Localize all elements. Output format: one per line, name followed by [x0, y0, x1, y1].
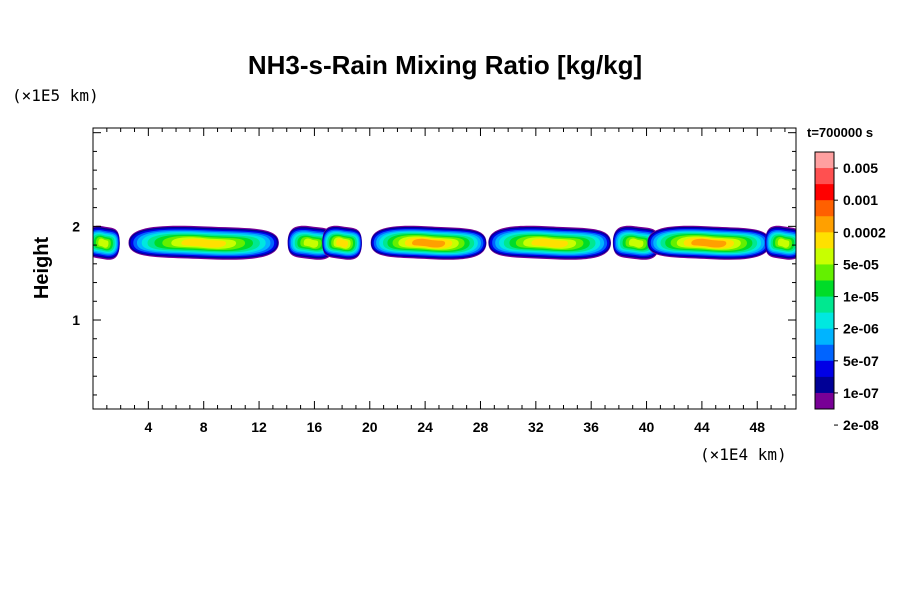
colorbar-label: 0.0002 — [843, 224, 886, 240]
colorbar-swatch — [815, 344, 834, 362]
x-tick-label: 36 — [583, 419, 599, 435]
y-tick-label: 2 — [72, 218, 80, 234]
chart-title: NH3-s-Rain Mixing Ratio [kg/kg] — [248, 50, 642, 80]
x-axis: 4 8 12 16 20 24 28 32 36 40 44 48 — [106, 128, 786, 435]
x-tick-label: 28 — [473, 419, 489, 435]
x-tick-label: 4 — [144, 419, 152, 435]
y-axis-unit: (×1E5 km) — [12, 86, 99, 105]
contour-band — [336, 238, 348, 248]
colorbar-swatch — [815, 200, 834, 217]
contour-band — [531, 238, 568, 248]
colorbar-swatch — [815, 296, 834, 314]
colorbar-swatch — [815, 248, 834, 265]
y-tick-label: 1 — [72, 312, 80, 328]
x-tick-label: 8 — [200, 419, 208, 435]
field-segment — [612, 225, 660, 260]
x-axis-unit: (×1E4 km) — [700, 445, 787, 464]
x-tick-label: 24 — [417, 419, 433, 435]
colorbar-swatch — [815, 184, 834, 201]
field-segment — [370, 225, 487, 260]
colorbar-swatch — [815, 280, 834, 298]
field-segment — [322, 225, 362, 260]
colorbar-label: 5e-07 — [843, 353, 879, 369]
colorbar-frame — [814, 151, 835, 410]
y-axis-label: Height — [31, 237, 53, 300]
time-label: t=700000 s — [807, 125, 873, 140]
contour-band — [98, 238, 109, 248]
field-segment — [647, 225, 771, 260]
field-segment — [287, 225, 335, 260]
y-axis: 12 — [72, 132, 796, 396]
contour-band — [691, 238, 727, 248]
contour-band — [303, 238, 319, 248]
colorbar-label: 2e-06 — [843, 321, 879, 337]
contour-band — [777, 238, 790, 248]
colorbar-swatch — [815, 216, 834, 233]
colorbar-swatch — [815, 328, 834, 346]
field-segment — [765, 225, 796, 260]
colorbar-label: 0.005 — [843, 160, 878, 176]
colorbar: 0.005 0.001 0.0002 5e-05 1e-05 2e-06 5e-07 1e-0… — [814, 151, 886, 433]
colorbar-swatch — [815, 152, 834, 169]
colorbar-label: 1e-07 — [843, 385, 879, 401]
x-tick-label: 44 — [694, 419, 710, 435]
x-tick-label: 32 — [528, 419, 544, 435]
x-tick-label: 40 — [639, 419, 655, 435]
colorbar-label: 0.001 — [843, 192, 878, 208]
colorbar-swatch — [815, 376, 834, 394]
field-segment — [128, 225, 279, 260]
colorbar-swatch — [815, 312, 834, 330]
x-tick-label: 48 — [749, 419, 765, 435]
contour-band — [412, 238, 446, 248]
plot-frame — [92, 127, 797, 410]
colorbar-swatch — [815, 168, 834, 185]
x-tick-label: 12 — [251, 419, 267, 435]
colorbar-label: 2e-08 — [843, 417, 879, 433]
contour-band — [628, 238, 644, 248]
x-tick-label: 20 — [362, 419, 378, 435]
mixing-ratio-field — [93, 225, 796, 260]
colorbar-swatch — [815, 392, 834, 410]
colorbar-label: 1e-05 — [843, 289, 879, 305]
contour-band — [181, 238, 227, 248]
colorbar-label: 5e-05 — [843, 256, 879, 272]
colorbar-swatch — [815, 264, 834, 281]
field-segment — [93, 225, 120, 260]
x-tick-label: 16 — [307, 419, 323, 435]
colorbar-swatch — [815, 360, 834, 378]
field-segment — [488, 225, 612, 260]
colorbar-swatch — [815, 232, 834, 249]
